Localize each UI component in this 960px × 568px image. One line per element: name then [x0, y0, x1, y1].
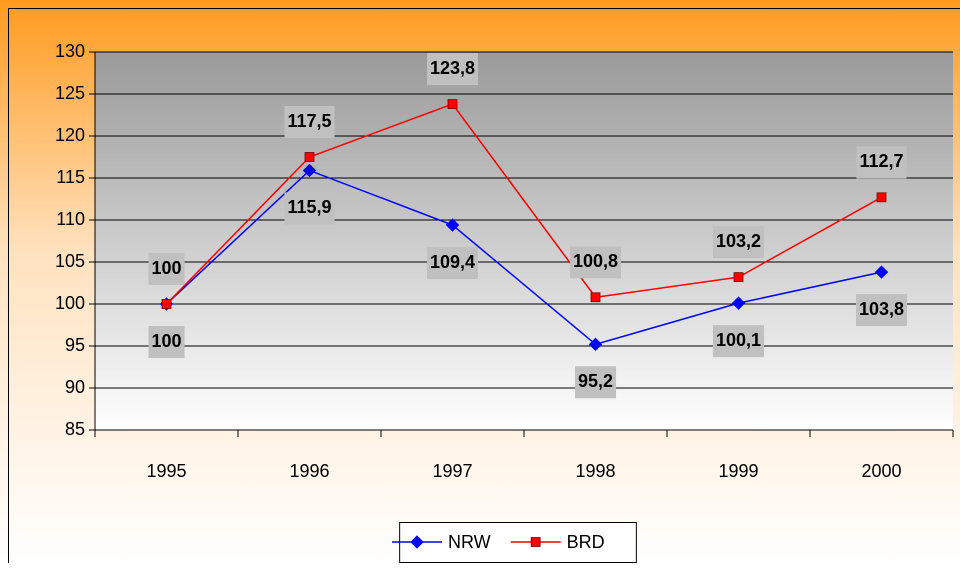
marker	[591, 293, 600, 302]
marker	[162, 300, 171, 309]
y-tick-label: 85	[65, 419, 85, 439]
y-tick-label: 115	[56, 167, 85, 187]
data-label: 103,8	[859, 299, 904, 319]
legend-label: BRD	[567, 532, 605, 552]
y-tick-label: 100	[55, 293, 85, 313]
x-tick-label: 1998	[575, 461, 615, 481]
y-tick-label: 110	[56, 209, 85, 229]
x-tick-label: 2000	[861, 461, 901, 481]
y-tick-label: 130	[55, 41, 85, 61]
data-label: 100	[151, 331, 181, 351]
data-label: 123,8	[430, 58, 475, 78]
data-label: 100,1	[716, 330, 761, 350]
x-tick-label: 1997	[432, 461, 472, 481]
x-tick-label: 1999	[718, 461, 758, 481]
x-tick-label: 1995	[146, 461, 186, 481]
legend-label: NRW	[448, 532, 491, 552]
data-label: 100,8	[573, 251, 618, 271]
data-label: 103,2	[716, 231, 761, 251]
data-label: 115,9	[287, 197, 331, 217]
x-tick-label: 1996	[289, 461, 329, 481]
data-label: 112,7	[859, 151, 903, 171]
y-tick-label: 90	[65, 377, 85, 397]
data-label: 95,2	[578, 371, 613, 391]
data-label: 109,4	[430, 252, 475, 272]
y-tick-label: 125	[55, 83, 85, 103]
marker	[531, 538, 540, 547]
marker	[305, 153, 314, 162]
y-tick-label: 105	[55, 251, 85, 271]
plot-area	[95, 52, 953, 430]
marker	[448, 100, 457, 109]
data-label: 117,5	[287, 111, 331, 131]
y-tick-label: 95	[65, 335, 85, 355]
legend: NRW BRD	[392, 523, 636, 563]
data-label: 100	[151, 258, 181, 278]
y-tick-label: 120	[55, 125, 85, 145]
marker	[734, 273, 743, 282]
marker	[877, 193, 886, 202]
